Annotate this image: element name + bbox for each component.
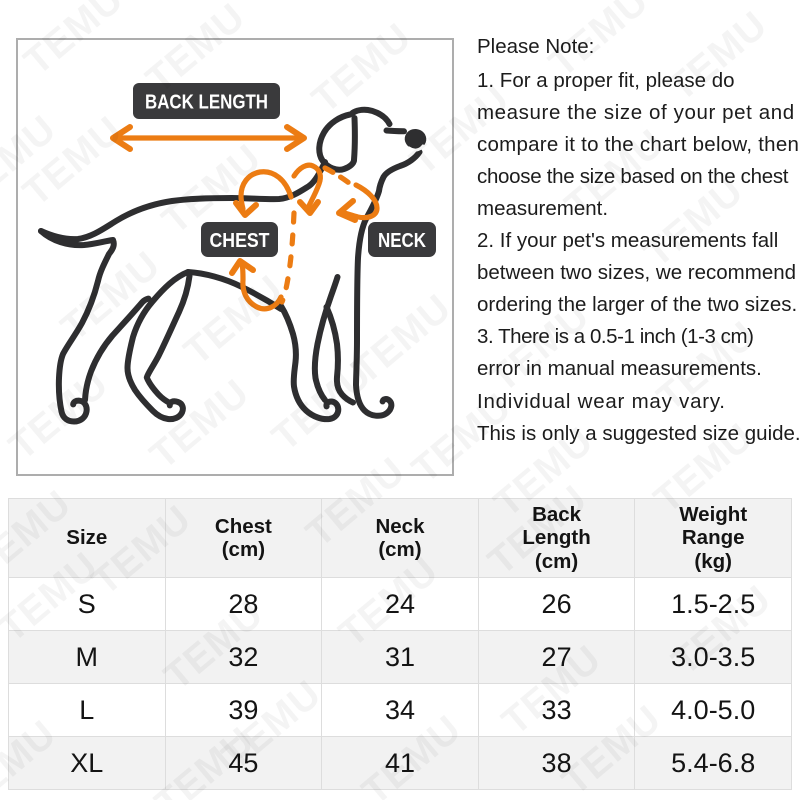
svg-text:BACK LENGTH: BACK LENGTH — [145, 92, 268, 114]
svg-text:NECK: NECK — [378, 230, 426, 252]
svg-text:CHEST: CHEST — [210, 230, 271, 252]
